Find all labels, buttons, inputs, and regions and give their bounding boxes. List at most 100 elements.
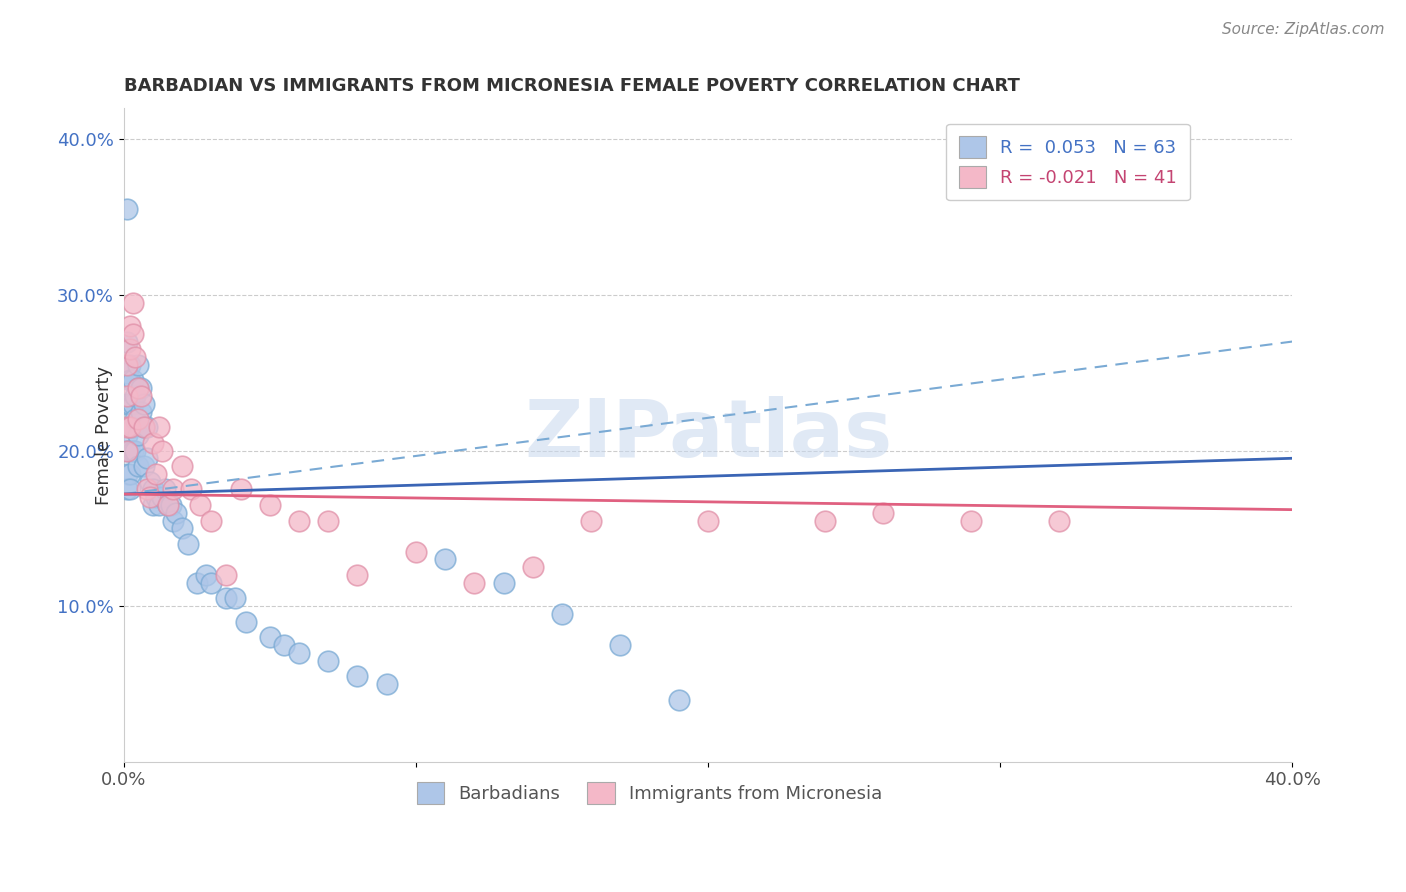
Point <box>121 374 143 388</box>
Point <box>463 575 485 590</box>
Point <box>115 389 138 403</box>
Point <box>136 420 159 434</box>
Point <box>697 514 720 528</box>
Point <box>162 483 184 497</box>
Point <box>127 458 149 473</box>
Point <box>177 537 200 551</box>
Point <box>115 467 138 481</box>
Point <box>127 428 149 442</box>
Point <box>134 458 156 473</box>
Point <box>346 669 368 683</box>
Point <box>118 420 141 434</box>
Point <box>215 591 238 606</box>
Point <box>235 615 257 629</box>
Y-axis label: Female Poverty: Female Poverty <box>94 366 112 505</box>
Point <box>186 575 208 590</box>
Point <box>288 514 311 528</box>
Point <box>156 498 179 512</box>
Point <box>165 506 187 520</box>
Point <box>153 483 176 497</box>
Point <box>118 443 141 458</box>
Point <box>405 544 427 558</box>
Point <box>316 514 339 528</box>
Point <box>115 483 138 497</box>
Point <box>180 483 202 497</box>
Point <box>142 435 165 450</box>
Point <box>115 420 138 434</box>
Point <box>145 490 167 504</box>
Point <box>814 514 837 528</box>
Point <box>150 443 173 458</box>
Point <box>115 358 138 372</box>
Point <box>121 420 143 434</box>
Point <box>259 630 281 644</box>
Point <box>121 443 143 458</box>
Point <box>200 575 222 590</box>
Point <box>229 483 252 497</box>
Text: ZIPatlas: ZIPatlas <box>524 396 893 474</box>
Point <box>118 318 141 333</box>
Point <box>148 420 170 434</box>
Point <box>139 490 162 504</box>
Point <box>224 591 246 606</box>
Point <box>115 202 138 217</box>
Point <box>134 420 156 434</box>
Point <box>492 575 515 590</box>
Point <box>118 343 141 357</box>
Point <box>115 443 138 458</box>
Point <box>124 389 146 403</box>
Point <box>172 521 194 535</box>
Point <box>551 607 574 621</box>
Point <box>121 397 143 411</box>
Point <box>131 381 153 395</box>
Point <box>115 397 138 411</box>
Text: BARBADIAN VS IMMIGRANTS FROM MICRONESIA FEMALE POVERTY CORRELATION CHART: BARBADIAN VS IMMIGRANTS FROM MICRONESIA … <box>124 78 1019 95</box>
Point <box>118 467 141 481</box>
Point <box>139 475 162 489</box>
Point <box>124 443 146 458</box>
Point <box>188 498 211 512</box>
Point <box>121 295 143 310</box>
Legend: Barbadians, Immigrants from Micronesia: Barbadians, Immigrants from Micronesia <box>409 775 890 812</box>
Point <box>115 428 138 442</box>
Point <box>259 498 281 512</box>
Point <box>115 366 138 380</box>
Point <box>124 412 146 426</box>
Point <box>127 381 149 395</box>
Point <box>288 646 311 660</box>
Point <box>131 404 153 418</box>
Text: Source: ZipAtlas.com: Source: ZipAtlas.com <box>1222 22 1385 37</box>
Point <box>145 467 167 481</box>
Point <box>127 381 149 395</box>
Point <box>121 326 143 341</box>
Point <box>134 397 156 411</box>
Point <box>148 498 170 512</box>
Point <box>115 443 138 458</box>
Point <box>872 506 894 520</box>
Point <box>118 358 141 372</box>
Point <box>131 389 153 403</box>
Point <box>150 490 173 504</box>
Point <box>156 498 179 512</box>
Point <box>134 420 156 434</box>
Point <box>118 397 141 411</box>
Point <box>127 412 149 426</box>
Point <box>194 568 217 582</box>
Point <box>124 350 146 364</box>
Point <box>273 638 295 652</box>
Point <box>118 374 141 388</box>
Point <box>316 654 339 668</box>
Point <box>136 451 159 466</box>
Point <box>118 420 141 434</box>
Point <box>1047 514 1070 528</box>
Point <box>375 677 398 691</box>
Point <box>668 692 690 706</box>
Point <box>162 514 184 528</box>
Point <box>579 514 602 528</box>
Point <box>609 638 631 652</box>
Point <box>127 358 149 372</box>
Point <box>142 483 165 497</box>
Point <box>215 568 238 582</box>
Point <box>159 498 181 512</box>
Point <box>142 498 165 512</box>
